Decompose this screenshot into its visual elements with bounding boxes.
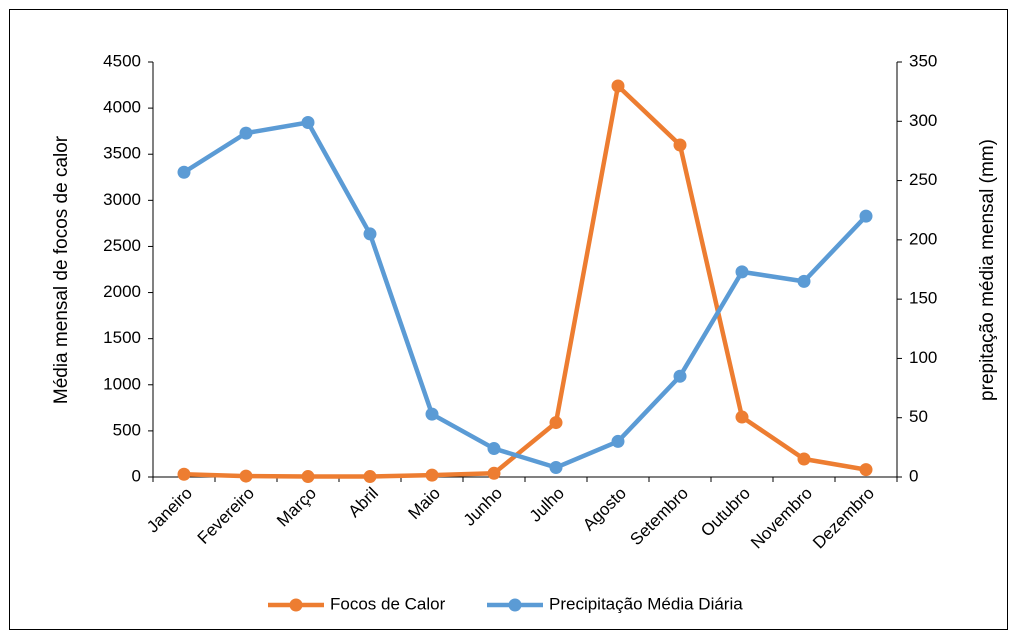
y-tick-label: 500 <box>113 420 141 439</box>
marker <box>797 274 811 288</box>
y2-axis-title: prepitação média mensal (mm) <box>977 139 998 401</box>
marker <box>549 416 563 430</box>
marker <box>487 442 501 456</box>
marker <box>611 79 625 93</box>
y-tick-label: 1000 <box>103 374 141 393</box>
marker <box>177 467 191 481</box>
marker <box>239 469 253 483</box>
y-tick-label: 3000 <box>103 190 141 209</box>
marker <box>549 461 563 475</box>
chart-border <box>9 9 1008 630</box>
legend-label: Precipitação Média Diária <box>549 594 743 613</box>
legend-marker <box>289 598 303 612</box>
marker <box>859 209 873 223</box>
y2-tick-label: 250 <box>909 170 937 189</box>
legend-marker <box>508 598 522 612</box>
marker <box>301 470 315 484</box>
y2-tick-label: 300 <box>909 111 937 130</box>
marker <box>425 468 439 482</box>
marker <box>487 466 501 480</box>
y-tick-label: 2500 <box>103 236 141 255</box>
y2-tick-label: 200 <box>909 229 937 248</box>
y-tick-label: 3500 <box>103 144 141 163</box>
y-tick-label: 2000 <box>103 282 141 301</box>
y2-tick-label: 350 <box>909 51 937 70</box>
y-tick-label: 0 <box>132 466 141 485</box>
series-line <box>183 83 867 479</box>
series-line <box>182 120 868 470</box>
marker <box>425 407 439 421</box>
marker <box>735 410 749 424</box>
y2-tick-label: 0 <box>909 466 918 485</box>
marker <box>859 463 873 477</box>
marker <box>797 452 811 466</box>
y2-tick-label: 100 <box>909 348 937 367</box>
marker <box>239 126 253 140</box>
marker <box>363 227 377 241</box>
marker <box>363 470 377 484</box>
y-tick-label: 1500 <box>103 328 141 347</box>
marker <box>735 265 749 279</box>
marker <box>673 369 687 383</box>
y-tick-label: 4000 <box>103 98 141 117</box>
marker <box>177 165 191 179</box>
y2-tick-label: 150 <box>909 289 937 308</box>
y2-tick-label: 50 <box>909 407 928 426</box>
legend-label: Focos de Calor <box>330 594 446 613</box>
marker <box>301 115 315 129</box>
y-axis-title: Média mensal de focos de calor <box>51 135 72 404</box>
marker <box>673 138 687 152</box>
marker <box>611 434 625 448</box>
y-tick-label: 4500 <box>103 51 141 70</box>
